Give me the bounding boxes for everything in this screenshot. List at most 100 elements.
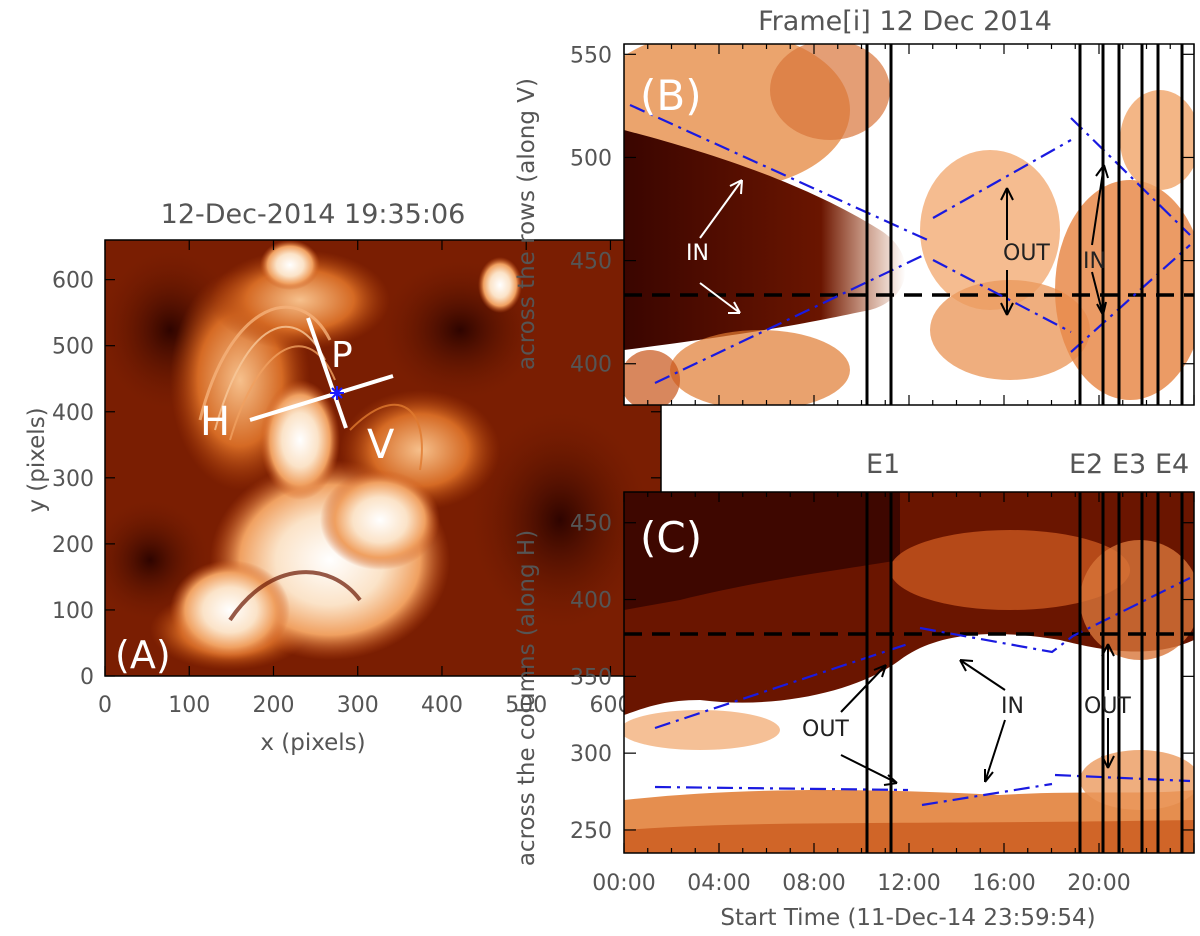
slit-v (306, 317, 348, 429)
label-out-b: OUT (1003, 241, 1050, 266)
guide-line (1070, 244, 1191, 353)
arrow-in-down (984, 719, 1006, 783)
emission-patch (1055, 180, 1194, 400)
guide-line (654, 254, 925, 384)
label-in-c: IN (1001, 694, 1024, 719)
y-tick-label: 550 (570, 43, 612, 68)
panel-a: 12-Dec-2014 19:35:06 (24, 199, 662, 756)
panel-c-xlabel: Start Time (11-Dec-14 23:59:54) (720, 905, 1095, 931)
event-labels: E1 E2 E3 E4 (866, 449, 1189, 480)
label-out2-c: OUT (1084, 694, 1131, 719)
arrow-in2-up (1091, 164, 1109, 246)
event-label-e4: E4 (1155, 449, 1189, 480)
guide-line (1054, 773, 1191, 783)
dark-region (470, 410, 650, 630)
label-p: P (331, 335, 353, 376)
emission-patch (930, 280, 1090, 380)
panel-a-yaxis: 0 100 200 300 400 500 600 (52, 269, 661, 690)
bright-region (320, 470, 440, 570)
y-tick-label: 0 (80, 665, 94, 690)
panel-c-label: (C) (640, 513, 702, 562)
x-tick-label: 20:00 (1067, 871, 1130, 896)
panel-a-label: (A) (115, 633, 171, 677)
panel-a-title: 12-Dec-2014 19:35:06 (161, 199, 466, 230)
label-h: H (200, 399, 230, 445)
panel-b-overlays (624, 103, 1194, 384)
x-tick-label: 100 (168, 693, 210, 718)
emission-patch (920, 150, 1060, 310)
arrow-out-down (840, 754, 898, 786)
guide-lines (629, 103, 1191, 384)
panel-b-label: (B) (640, 71, 702, 120)
arrows-c (840, 643, 1115, 786)
label-in-b: IN (686, 241, 709, 266)
coronal-loop (228, 570, 362, 622)
coronal-loop (198, 305, 332, 421)
guide-line (1070, 117, 1191, 236)
arrows-b (699, 164, 1109, 316)
emission-patch (624, 350, 680, 405)
x-tick-label: 500 (505, 693, 547, 718)
guide-line (629, 103, 933, 244)
event-label-e1: E1 (866, 449, 900, 480)
x-tick-label: 16:00 (972, 871, 1035, 896)
arrow-in-up (959, 659, 1006, 691)
x-tick-label: 00:00 (592, 871, 655, 896)
emission-patch (624, 710, 780, 750)
emission-patch (890, 530, 1130, 610)
emission-patch (1120, 90, 1194, 190)
y-tick-label: 200 (52, 533, 94, 558)
panel-b-title: Frame[i] 12 Dec 2014 (758, 6, 1052, 37)
panel-a-xaxis: 0 100 200 300 400 500 600 (98, 240, 631, 718)
y-tick-label: 600 (52, 269, 94, 294)
event-label-e2: E2 (1069, 449, 1103, 480)
panel-c-ylabel: across the columns (along H) (514, 530, 540, 866)
panel-b-ylabel: across the rows (along V) (514, 78, 540, 370)
panel-b-xaxis-ticks (623, 44, 1195, 405)
slit-lines (249, 317, 394, 429)
event-lines-c (865, 492, 1184, 853)
arrow-in-up (699, 179, 743, 239)
coronal-loop (214, 325, 326, 431)
emission-patch (770, 44, 890, 140)
x-tick-label: 400 (421, 693, 463, 718)
x-tick-label: 04:00 (687, 871, 750, 896)
panel-c-xaxis: 00:00 04:00 08:00 12:00 16:00 20:00 (592, 492, 1195, 896)
arrow-out2-up (1101, 643, 1115, 690)
panel-a-ylabel: y (pixels) (24, 407, 50, 512)
guide-line (919, 577, 1191, 654)
intersection-marker (330, 386, 344, 400)
y-tick-label: 400 (570, 589, 612, 614)
y-tick-label: 450 (570, 250, 612, 275)
x-tick-label: 300 (337, 693, 379, 718)
warm-region (210, 250, 390, 350)
label-out-c: OUT (802, 717, 849, 742)
x-tick-label: 08:00 (782, 871, 845, 896)
panel-a-xlabel: x (pixels) (260, 730, 365, 756)
solar-image (105, 240, 661, 676)
event-label-e3: E3 (1112, 449, 1146, 480)
panel-c-yaxis: 250 300 350 400 450 (570, 512, 1194, 844)
y-tick-label: 500 (570, 146, 612, 171)
emission-patch (1080, 540, 1194, 660)
arrow-out-up (840, 664, 887, 713)
bright-region (478, 257, 522, 313)
x-tick-label: 0 (98, 693, 112, 718)
slit-h (249, 374, 394, 422)
y-tick-label: 250 (570, 819, 612, 844)
panel-b: Frame[i] 12 Dec 2014 (514, 6, 1195, 480)
bright-region (170, 560, 290, 660)
arrow-out-up (1000, 187, 1014, 240)
label-in2-b: IN (1083, 249, 1106, 274)
y-tick-label: 450 (570, 512, 612, 537)
guide-line (932, 139, 1072, 219)
arrow-in-down (699, 282, 741, 314)
arrow-out2-down (1101, 718, 1115, 769)
arrow-in2-down (1091, 271, 1107, 316)
arrow-out-down (1000, 270, 1014, 316)
label-v: V (367, 422, 395, 468)
emission-patch (670, 330, 850, 405)
bright-region (260, 240, 320, 290)
panel-c: OUT IN OUT (C) 250 300 350 400 450 00:00 04:0… (514, 491, 1195, 931)
